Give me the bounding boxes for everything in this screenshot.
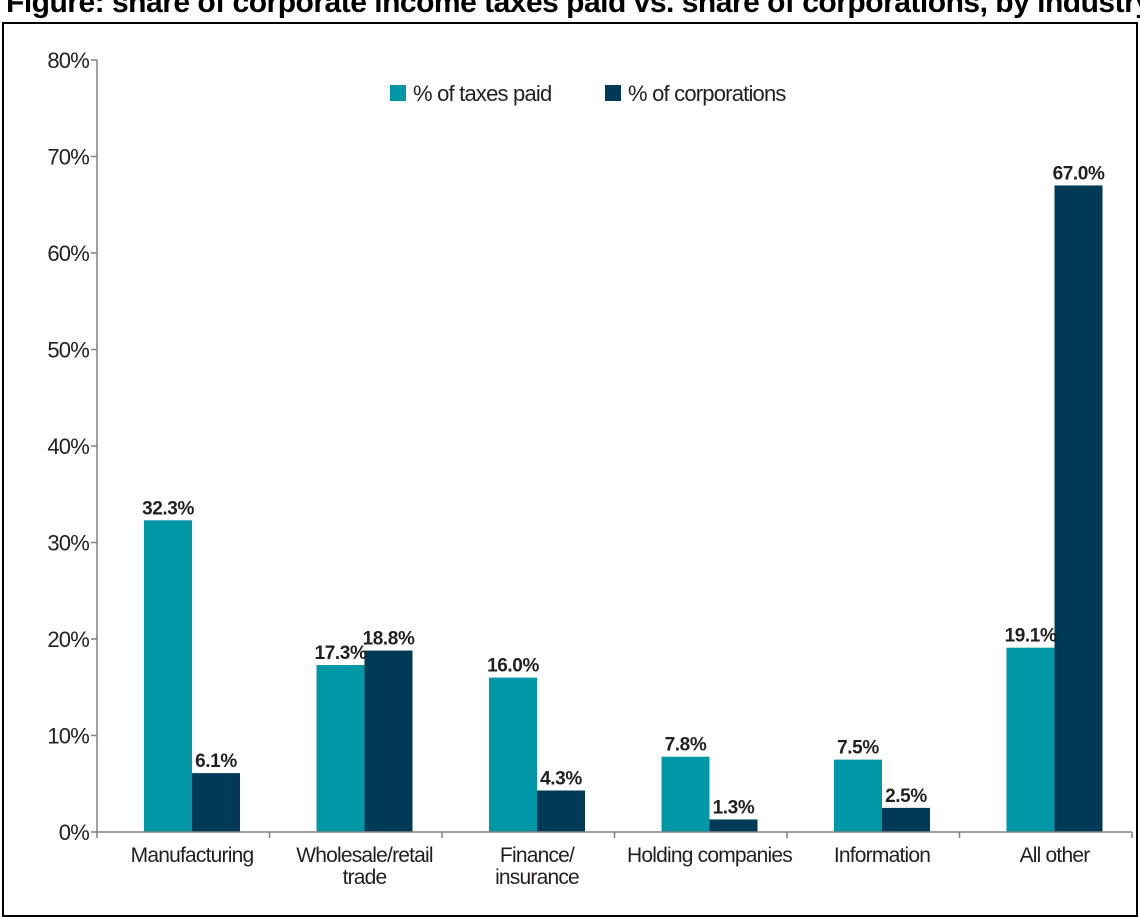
bar-taxes-paid xyxy=(489,677,537,832)
bar-taxes-paid xyxy=(316,665,365,832)
x-category-label: Wholesale/retail xyxy=(296,844,433,867)
data-label: 4.3% xyxy=(540,769,582,790)
legend-label-corporations: % of corporations xyxy=(628,81,786,106)
data-label: 18.8% xyxy=(363,629,415,650)
y-axis: 0% 10% 20% 30% 40% 50% 60% 70% 80% xyxy=(47,48,98,845)
y-tick-label: 70% xyxy=(47,145,89,170)
data-label: 6.1% xyxy=(195,751,237,772)
bar-corporations xyxy=(1054,185,1103,832)
figure-caption: Figure: share of corporate income taxes … xyxy=(6,0,1140,19)
bars xyxy=(144,185,1103,832)
legend-label-taxes-paid: % of taxes paid xyxy=(413,81,551,106)
bar-corporations xyxy=(192,773,240,832)
x-category-label: Finance/ xyxy=(500,844,575,867)
y-tick-label: 80% xyxy=(47,48,89,73)
data-labels: 32.3% 6.1% 17.3%18.8% 16.0% 4.3% 7.8% 1.3% 7.5%… xyxy=(142,163,1105,818)
x-category-label: All other xyxy=(1020,844,1091,867)
data-label: 16.0% xyxy=(487,656,539,677)
x-category-label: Information xyxy=(834,844,930,867)
y-tick-label: 20% xyxy=(47,627,89,652)
y-tick-label: 40% xyxy=(47,434,89,459)
data-label: 32.3% xyxy=(142,498,194,519)
bar-taxes-paid xyxy=(144,520,192,832)
data-label: 17.3% xyxy=(315,643,367,664)
x-category-label: trade xyxy=(343,866,387,889)
legend: % of taxes paid % of corporations xyxy=(390,81,787,106)
data-label: 67.0% xyxy=(1053,163,1105,184)
x-category-label: Holding companies xyxy=(627,844,792,867)
bar-taxes-paid xyxy=(834,759,882,832)
data-label: 1.3% xyxy=(713,797,755,818)
y-tick-label: 10% xyxy=(47,724,89,749)
legend-swatch-taxes-paid xyxy=(390,85,406,101)
data-label: 7.8% xyxy=(665,735,707,756)
y-tick-label: 50% xyxy=(47,338,89,363)
y-tick-label: 0% xyxy=(59,820,89,845)
legend-swatch-corporations xyxy=(605,85,621,101)
bar-taxes-paid xyxy=(661,756,710,832)
y-tick-label: 30% xyxy=(47,531,89,556)
bar-taxes-paid xyxy=(1006,647,1055,832)
x-category-label: insurance xyxy=(495,866,579,889)
bar-corporations xyxy=(882,807,930,832)
bar-corporations xyxy=(709,819,758,832)
data-label: 19.1% xyxy=(1005,626,1057,647)
x-category-label: Manufacturing xyxy=(131,844,254,867)
figure-caption-strip: Figure: share of corporate income taxes … xyxy=(0,0,1140,32)
data-label: 7.5% xyxy=(837,738,879,759)
data-label: 2.5% xyxy=(885,786,927,807)
bar-corporations xyxy=(537,790,585,832)
bar-corporations xyxy=(364,650,413,832)
y-tick-label: 60% xyxy=(47,241,89,266)
